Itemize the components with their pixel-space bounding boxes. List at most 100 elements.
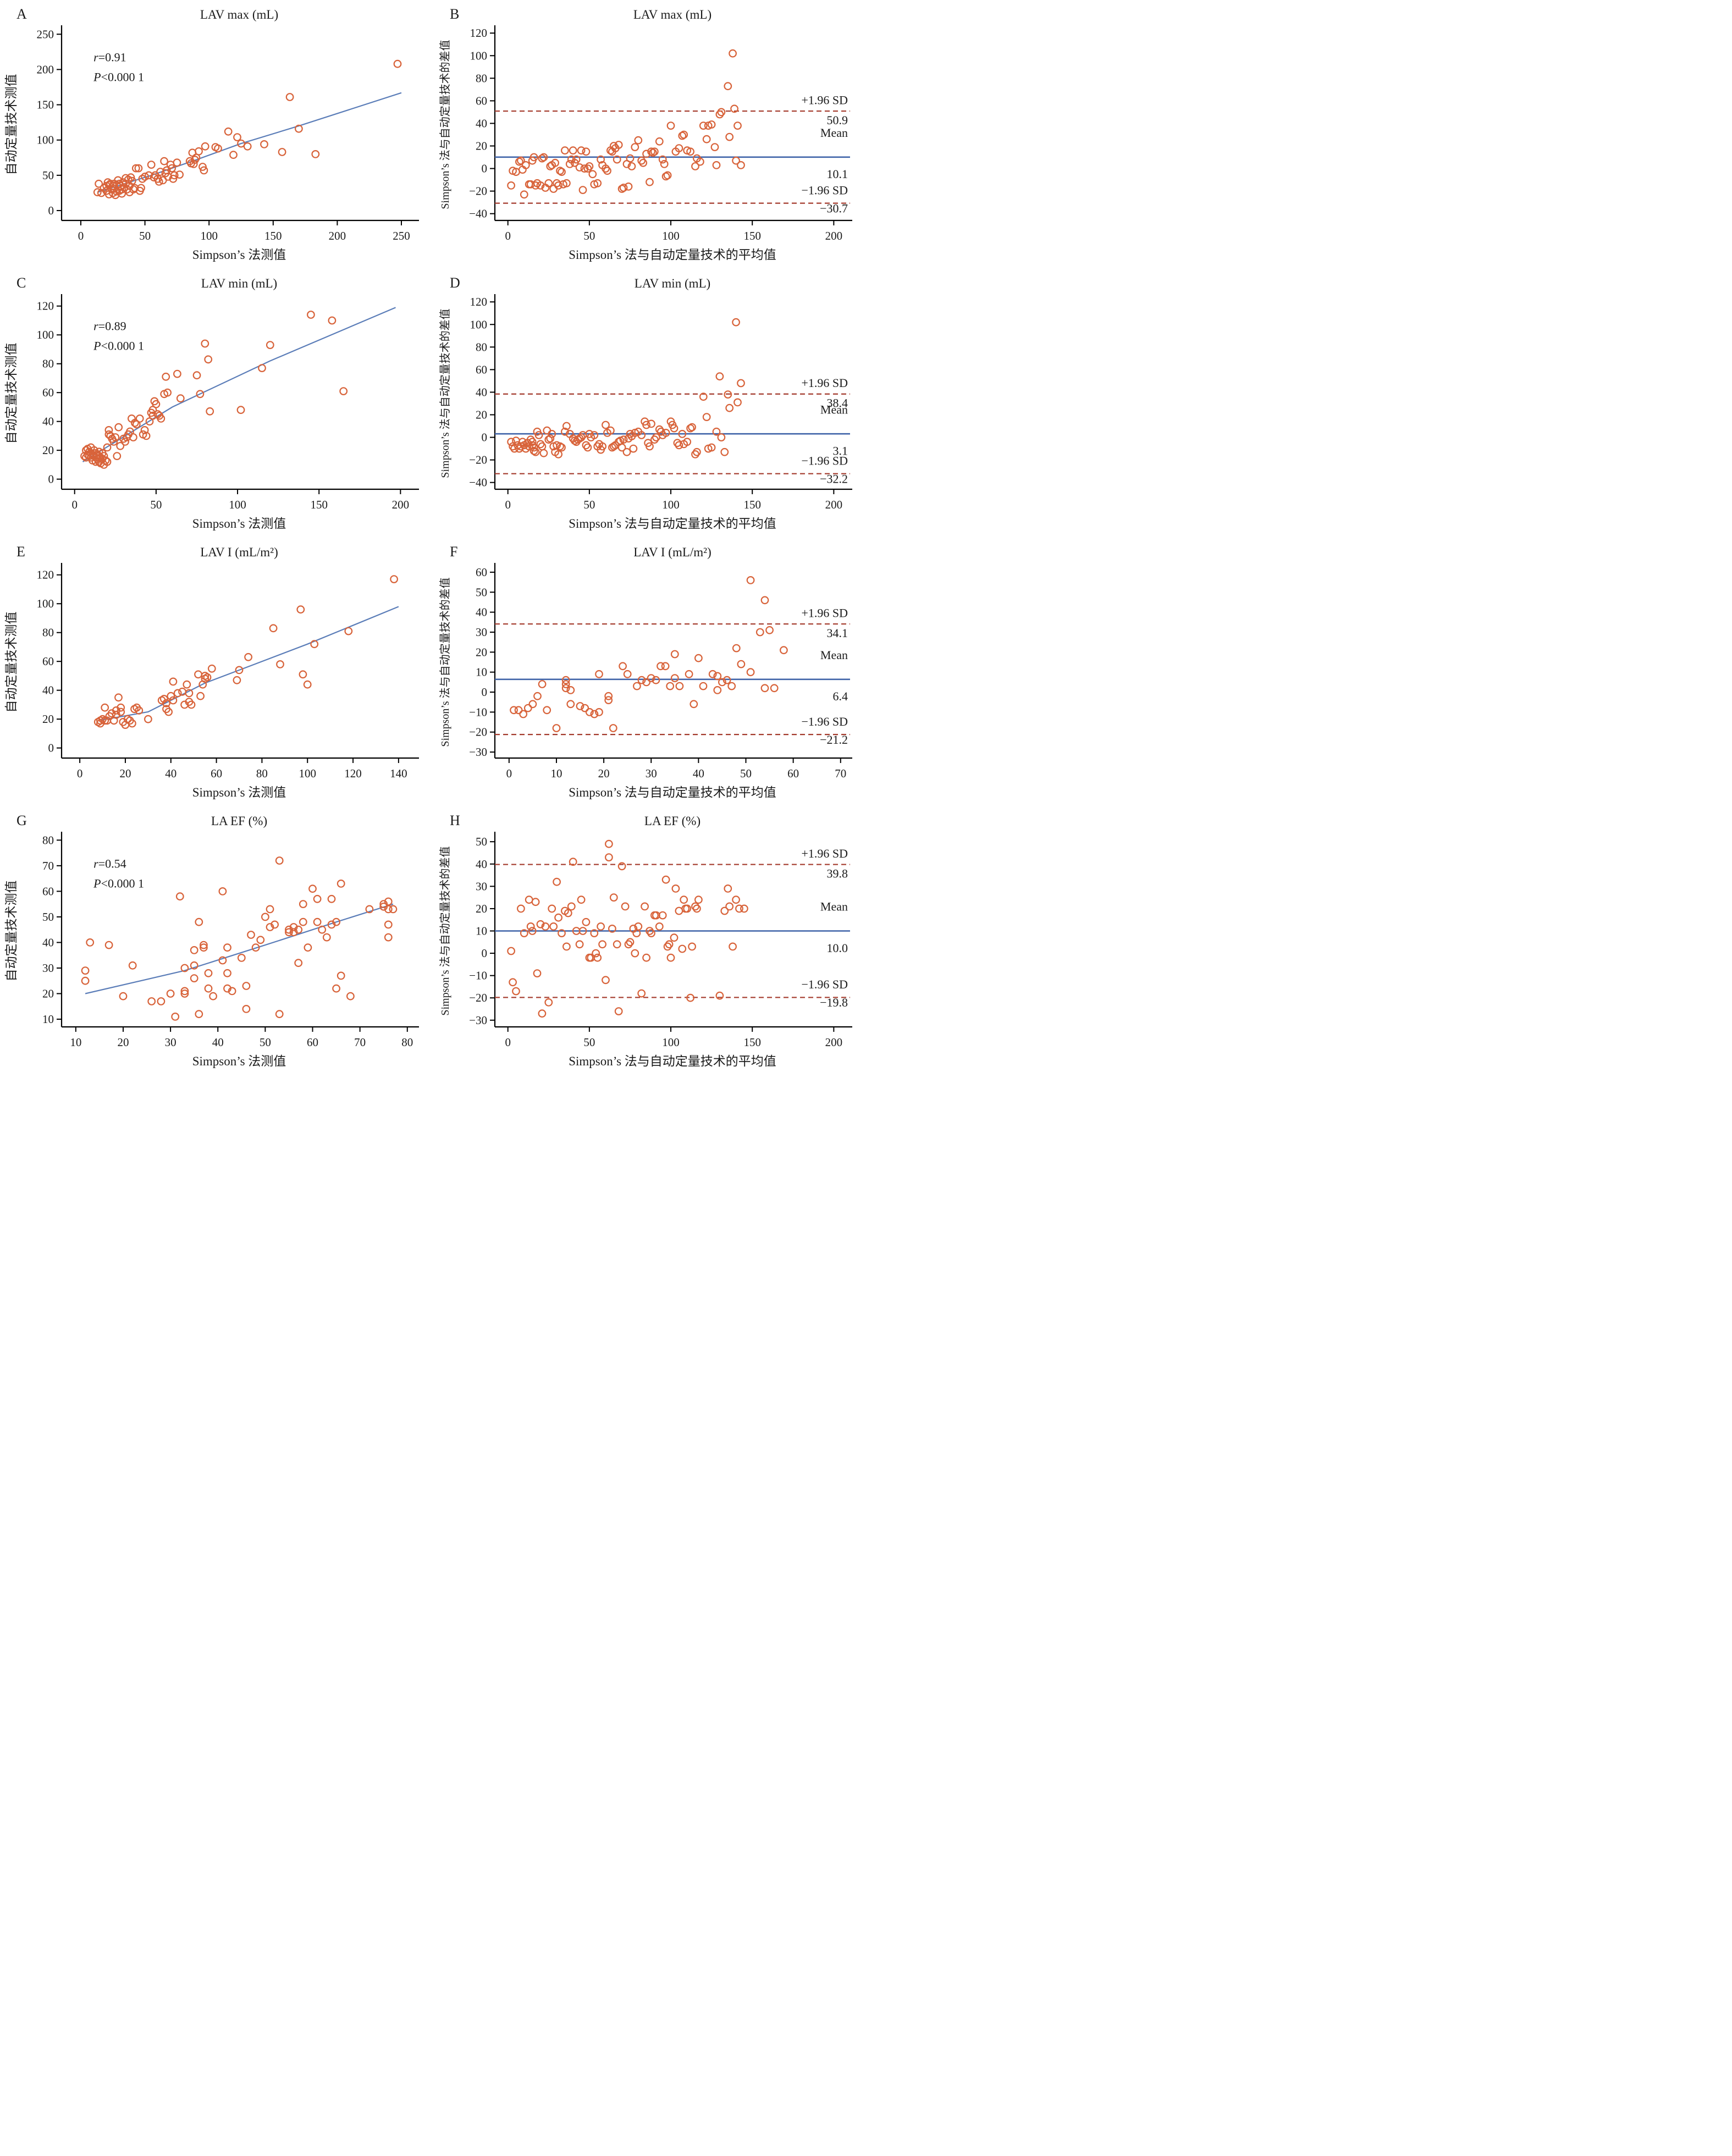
scatter-point (561, 676, 570, 684)
scatter-point (608, 924, 616, 933)
scatter-point (536, 181, 545, 190)
scatter-point (562, 422, 571, 430)
x-tick-label: 80 (256, 767, 268, 780)
scatter-point (578, 927, 587, 935)
scatter-point (113, 452, 122, 461)
y-tick-label: 10 (42, 1013, 54, 1026)
scatter-point (190, 946, 198, 954)
y-tick-label: −20 (469, 454, 487, 467)
scatter-point (623, 670, 632, 678)
scatter-point (114, 693, 123, 702)
x-tick-label: 50 (583, 1036, 595, 1049)
y-tick-label: 0 (48, 204, 54, 217)
scatter-point (730, 104, 738, 113)
scatter-point (201, 142, 209, 151)
scatter-point (196, 692, 205, 700)
scatter-point (609, 442, 618, 451)
scatter-point (223, 943, 231, 952)
scatter-point (539, 153, 548, 162)
scatter-point (379, 900, 388, 909)
scatter-point (135, 414, 144, 423)
scatter-point (633, 682, 641, 690)
y-tick-label: 0 (482, 686, 488, 699)
upper-loa-label: +1.96 SD (801, 93, 848, 107)
mean-label: Mean (820, 402, 848, 416)
scatter-point (507, 947, 516, 955)
scatter-point (712, 427, 721, 436)
scatter-point (686, 147, 695, 156)
scatter-point (200, 941, 208, 949)
scatter-points (507, 839, 748, 1018)
scatter-point (294, 925, 303, 934)
x-axis-label: Simpson’s 法测值 (192, 248, 286, 262)
scatter-point (261, 913, 269, 921)
panel-letter: C (16, 275, 26, 291)
scatter-point (203, 673, 212, 682)
scatter-point (699, 682, 708, 690)
panel-b-chart: B LAV max (mL) 0 50 100 150 200 −40 −20 0 20 40 60 80… (439, 6, 852, 262)
x-tick-label: 150 (743, 498, 761, 511)
scatter-point (141, 173, 150, 181)
scatter-point (276, 660, 284, 668)
scatter-point (561, 684, 570, 693)
scatter-point (737, 660, 746, 668)
scatter-point (526, 922, 535, 931)
x-tick-label: 70 (354, 1036, 366, 1049)
scatter-point (546, 434, 555, 443)
y-tick-label: −20 (469, 726, 487, 739)
scatter-point (512, 987, 520, 996)
x-axis-label: Simpson’s 法与自动定量技术的平均值 (569, 517, 776, 530)
scatter-point (661, 875, 670, 884)
scatter-point (390, 575, 398, 583)
lower-loa-value: −19.8 (820, 996, 848, 1009)
r-annotation: r=0.89 (93, 319, 126, 333)
scatter-point (529, 153, 538, 162)
scatter-point (624, 940, 633, 949)
x-tick-label: 0 (506, 767, 512, 780)
scatter-point (104, 941, 113, 949)
scatter-point (604, 696, 613, 705)
scatter-point (560, 427, 569, 436)
scatter-point (717, 433, 726, 442)
scatter-point (675, 144, 683, 153)
y-tick-label: 40 (42, 415, 54, 428)
scatter-point (553, 179, 561, 187)
scatter-point (103, 443, 112, 452)
scatter-point (204, 355, 213, 364)
scatter-point (655, 922, 664, 931)
scatter-point (670, 674, 679, 683)
scatter-point (614, 1007, 623, 1016)
scatter-point (609, 893, 618, 902)
x-tick-label: 50 (583, 498, 595, 511)
x-tick-label: 0 (505, 229, 511, 242)
scatter-point (536, 920, 545, 928)
scatter-point (242, 982, 251, 990)
scatter-point (733, 121, 742, 130)
x-tick-label: 100 (662, 1036, 680, 1049)
scatter-point (117, 703, 125, 712)
scatter-point (673, 439, 682, 447)
scatter-point (214, 144, 222, 153)
panel-g: G LA EF (%) 10 20 30 40 50 60 70 80 10 20 30 40 50 60 70… (0, 809, 433, 1077)
x-tick-label: 50 (260, 1036, 271, 1049)
lower-loa-label: −1.96 SD (801, 454, 848, 467)
scatter-point (549, 922, 558, 931)
y-tick-label: 100 (470, 49, 488, 62)
scatter-point (740, 904, 748, 913)
scatter-point (712, 161, 721, 169)
scatter-point (175, 892, 184, 901)
scatter-point (619, 184, 628, 192)
y-tick-label: −10 (469, 705, 487, 718)
scatter-point (626, 938, 635, 947)
chart-title: LAV min (mL) (635, 277, 710, 290)
scatter-point (140, 426, 149, 434)
y-tick-label: 80 (476, 71, 487, 85)
y-tick-label: 40 (476, 385, 487, 399)
scatter-point (729, 49, 737, 58)
scatter-point (516, 156, 525, 165)
scatter-point (384, 905, 393, 914)
scatter-point (569, 858, 577, 866)
scatter-point (116, 441, 125, 450)
scatter-point (658, 155, 667, 164)
scatter-point (521, 161, 530, 169)
